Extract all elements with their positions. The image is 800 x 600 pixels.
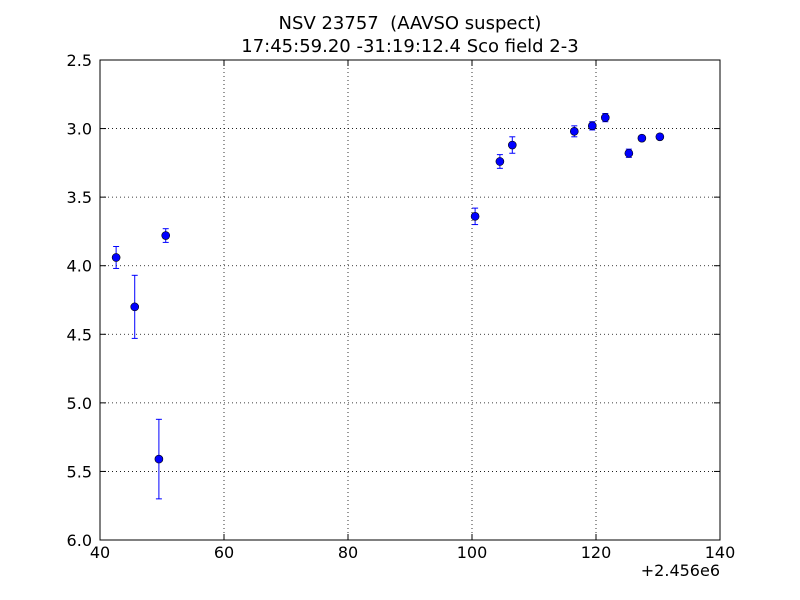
chart-title: NSV 23757 (AAVSO suspect) <box>279 13 542 34</box>
y-tick-label: 6.0 <box>67 531 92 550</box>
data-point <box>111 253 121 262</box>
x-tick-label: 80 <box>338 543 358 562</box>
y-tick-label: 3.0 <box>67 120 92 139</box>
y-tick-label: 4.5 <box>67 325 92 344</box>
y-tick-label: 2.5 <box>67 51 92 70</box>
data-point <box>161 231 171 240</box>
data-point <box>637 133 647 143</box>
data-point <box>470 212 480 221</box>
y-tick-label: 5.5 <box>67 462 92 481</box>
data-point <box>569 127 579 136</box>
data-point <box>587 121 597 131</box>
x-tick-label: 140 <box>705 543 736 562</box>
data-point <box>655 132 665 142</box>
y-tick-label: 4.0 <box>67 257 92 276</box>
x-tick-label: 100 <box>457 543 488 562</box>
x-tick-label: 60 <box>214 543 234 562</box>
y-tick-label: 5.0 <box>67 394 92 413</box>
data-point <box>624 148 634 158</box>
y-tick-label: 3.5 <box>67 188 92 207</box>
x-offset-label: +2.456e6 <box>641 561 720 580</box>
plot-frame <box>99 59 721 541</box>
data-point <box>130 302 140 312</box>
data-point <box>154 454 164 464</box>
x-tick-label: 120 <box>581 543 612 562</box>
data-point <box>600 113 610 122</box>
x-tick-label: 40 <box>90 543 110 562</box>
data-point <box>507 140 517 150</box>
data-point <box>495 157 505 166</box>
chart-subtitle: 17:45:59.20 -31:19:12.4 Sco field 2-3 <box>241 36 578 57</box>
